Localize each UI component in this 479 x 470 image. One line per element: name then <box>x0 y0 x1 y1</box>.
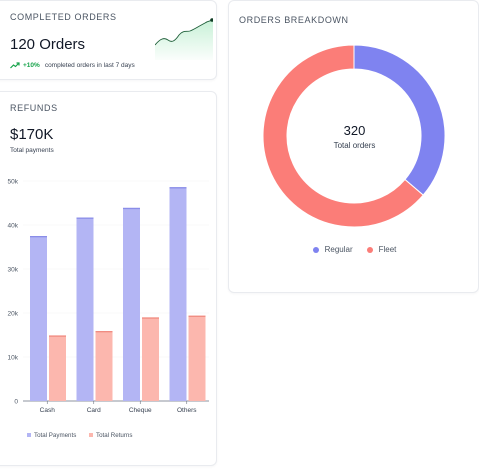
donut-center-value: 320 <box>343 123 366 138</box>
bar-payments[interactable] <box>169 187 187 401</box>
refunds-subtitle: Total payments <box>10 147 54 154</box>
bar-cap <box>95 331 113 333</box>
donut-slice-fleet[interactable] <box>262 44 424 228</box>
y-tick-label: 0 <box>14 399 18 406</box>
legend-swatch <box>89 433 93 437</box>
bar-payments[interactable] <box>123 207 140 401</box>
trend-percentage: +10% <box>23 61 40 69</box>
completed-orders-value: 120 Orders <box>10 36 86 53</box>
sparkline <box>155 18 213 60</box>
legend-item-regular[interactable]: Regular <box>312 245 353 254</box>
donut-center-label: Total orders <box>333 141 376 150</box>
bar-cap <box>30 236 47 238</box>
refunds-card: REFUNDS $170K Total payments 0 10k 20k 30k 4… <box>0 91 217 466</box>
x-tick-label: Cheque <box>129 407 152 414</box>
sparkline-endpoint <box>210 18 213 22</box>
legend-dot-regular <box>312 246 319 253</box>
x-tick-label: Cash <box>40 407 56 414</box>
bar-cap <box>142 317 159 319</box>
bar-cap <box>76 217 94 219</box>
completed-orders-card: COMPLETED ORDERS 120 Orders +10% complet… <box>0 0 217 80</box>
y-tick-label: 20k <box>8 311 19 318</box>
bar-cap <box>123 207 140 210</box>
y-tick-label: 40k <box>8 223 19 230</box>
legend-label-fleet: Fleet <box>378 245 397 254</box>
sparkline-area <box>155 20 213 60</box>
bar-returns[interactable] <box>95 331 113 401</box>
refunds-bar-chart: 0 10k 20k 30k 40k 50k Cash Card Cheque Others Tota… <box>8 179 209 439</box>
y-tick-label: 50k <box>8 179 19 186</box>
bar-returns[interactable] <box>49 335 66 401</box>
legend-label: Total Returns <box>96 432 132 439</box>
x-tick-label: Card <box>87 407 101 414</box>
legend-item-fleet[interactable]: Fleet <box>366 245 397 254</box>
legend-label: Total Payments <box>34 432 76 439</box>
bar-returns[interactable] <box>142 317 159 401</box>
bar-payments[interactable] <box>76 217 94 401</box>
legend-dot-fleet <box>366 246 373 253</box>
donut-legend: Regular Fleet <box>229 245 479 254</box>
y-tick-label: 10k <box>8 355 19 362</box>
donut-slice-regular[interactable] <box>353 44 446 196</box>
bar-cap <box>169 187 187 189</box>
legend-label-regular: Regular <box>324 245 353 254</box>
refunds-value: $170K <box>10 126 54 143</box>
y-tick-label: 30k <box>8 267 19 274</box>
orders-breakdown-title: ORDERS BREAKDOWN <box>239 15 349 25</box>
trend-text: completed orders in last 7 days <box>44 61 135 69</box>
bar-returns[interactable] <box>188 315 206 401</box>
bar-payments[interactable] <box>30 236 47 401</box>
orders-breakdown-card: ORDERS BREAKDOWN 320 Total orders Regula… <box>228 0 479 293</box>
trend-up-icon <box>10 62 20 69</box>
x-tick-label: Others <box>177 407 197 414</box>
trend-row: +10% completed orders in last 7 days <box>10 61 135 69</box>
refunds-title: REFUNDS <box>10 103 58 113</box>
orders-donut-chart <box>262 44 446 228</box>
sparkline-line <box>155 19 213 46</box>
completed-orders-title: COMPLETED ORDERS <box>10 12 117 22</box>
legend-swatch <box>27 433 31 437</box>
bar-cap <box>188 315 206 317</box>
bar-cap <box>49 335 66 337</box>
